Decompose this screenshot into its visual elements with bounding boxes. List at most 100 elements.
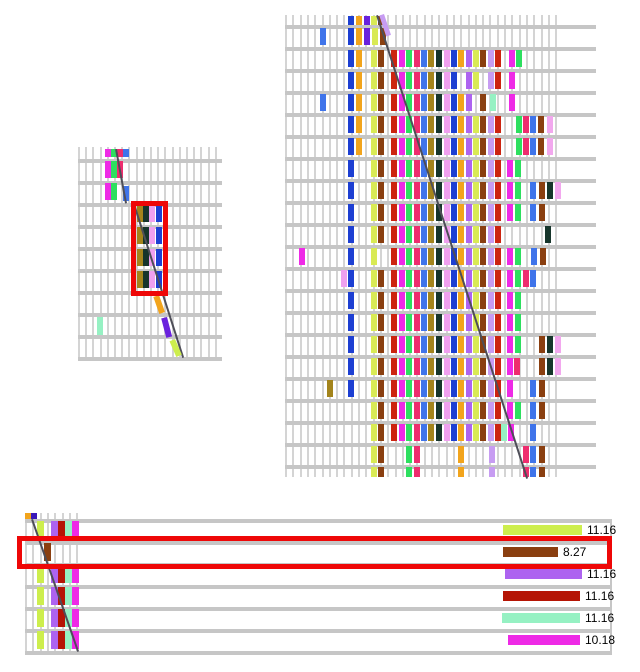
block-bar[interactable] (414, 402, 420, 419)
block-bar[interactable] (444, 204, 450, 221)
block-bar[interactable] (149, 227, 155, 244)
block-bar[interactable] (348, 16, 354, 25)
block-bar[interactable] (516, 50, 522, 67)
block-bar[interactable] (495, 358, 501, 375)
block-bar[interactable] (436, 226, 442, 243)
block-bar[interactable] (72, 587, 79, 605)
block-bar[interactable] (378, 358, 384, 375)
block-bar[interactable] (348, 226, 354, 243)
block-bar[interactable] (391, 402, 397, 419)
block-bar[interactable] (149, 205, 155, 222)
block-bar[interactable] (399, 314, 405, 331)
block-bar[interactable] (488, 248, 494, 265)
block-bar[interactable] (406, 248, 412, 265)
block-bar[interactable] (406, 380, 412, 397)
block-bar[interactable] (480, 358, 486, 375)
block-bar[interactable] (391, 138, 397, 155)
block-bar[interactable] (421, 226, 427, 243)
block-bar[interactable] (421, 380, 427, 397)
block-bar[interactable] (137, 249, 143, 266)
block-bar[interactable] (51, 631, 58, 649)
block-bar[interactable] (371, 446, 377, 463)
block-bar[interactable] (509, 94, 515, 111)
block-bar[interactable] (514, 358, 520, 375)
block-bar[interactable] (547, 182, 553, 199)
block-bar[interactable] (428, 226, 434, 243)
block-bar[interactable] (371, 248, 377, 265)
block-bar[interactable] (37, 565, 44, 583)
block-bar[interactable] (436, 292, 442, 309)
block-bar[interactable] (421, 336, 427, 353)
block-bar[interactable] (458, 380, 464, 397)
block-bar[interactable] (507, 314, 513, 331)
block-bar[interactable] (428, 204, 434, 221)
block-bar[interactable] (399, 226, 405, 243)
block-bar[interactable] (507, 358, 513, 375)
block-bar[interactable] (495, 160, 501, 177)
block-bar[interactable] (466, 314, 472, 331)
block-bar[interactable] (399, 270, 405, 287)
block-bar[interactable] (488, 380, 494, 397)
block-bar[interactable] (399, 94, 405, 111)
block-bar[interactable] (51, 565, 58, 583)
block-bar[interactable] (378, 116, 384, 133)
block-bar[interactable] (458, 467, 464, 477)
block-bar[interactable] (480, 94, 486, 111)
block-bar[interactable] (406, 182, 412, 199)
block-bar[interactable] (507, 204, 513, 221)
block-bar[interactable] (480, 182, 486, 199)
block-bar[interactable] (58, 521, 65, 539)
block-bar[interactable] (428, 424, 434, 441)
block-bar[interactable] (480, 424, 486, 441)
block-bar[interactable] (391, 336, 397, 353)
block-bar[interactable] (391, 380, 397, 397)
block-bar[interactable] (480, 160, 486, 177)
block-bar[interactable] (444, 182, 450, 199)
block-bar[interactable] (458, 358, 464, 375)
block-bar[interactable] (391, 50, 397, 67)
block-bar[interactable] (391, 358, 397, 375)
block-bar[interactable] (399, 138, 405, 155)
block-bar[interactable] (399, 424, 405, 441)
block-bar[interactable] (466, 72, 472, 89)
block-bar[interactable] (378, 182, 384, 199)
block-bar[interactable] (105, 149, 111, 157)
block-bar[interactable] (348, 248, 354, 265)
block-bar[interactable] (507, 380, 513, 397)
block-bar[interactable] (51, 587, 58, 605)
block-bar[interactable] (37, 521, 44, 539)
block-bar[interactable] (555, 182, 561, 199)
block-bar[interactable] (378, 424, 384, 441)
legend-row[interactable]: 11.16 (502, 566, 640, 584)
block-bar[interactable] (421, 160, 427, 177)
block-bar[interactable] (466, 270, 472, 287)
block-bar[interactable] (348, 138, 354, 155)
block-bar[interactable] (466, 94, 472, 111)
block-bar[interactable] (458, 116, 464, 133)
block-bar[interactable] (105, 161, 111, 178)
block-bar[interactable] (530, 380, 536, 397)
block-bar[interactable] (444, 50, 450, 67)
block-bar[interactable] (421, 248, 427, 265)
block-bar[interactable] (348, 116, 354, 133)
block-bar[interactable] (378, 50, 384, 67)
block-bar[interactable] (299, 248, 305, 265)
block-bar[interactable] (473, 72, 479, 89)
block-bar[interactable] (406, 402, 412, 419)
block-bar[interactable] (137, 271, 143, 288)
block-bar[interactable] (378, 402, 384, 419)
block-bar[interactable] (515, 248, 521, 265)
block-bar[interactable] (391, 94, 397, 111)
block-bar[interactable] (480, 138, 486, 155)
block-bar[interactable] (436, 402, 442, 419)
block-bar[interactable] (58, 587, 65, 605)
block-bar[interactable] (539, 204, 545, 221)
block-bar[interactable] (507, 160, 513, 177)
block-bar[interactable] (480, 204, 486, 221)
block-bar[interactable] (378, 138, 384, 155)
block-bar[interactable] (436, 138, 442, 155)
block-bar[interactable] (436, 94, 442, 111)
block-bar[interactable] (399, 292, 405, 309)
block-bar[interactable] (451, 72, 457, 89)
block-bar[interactable] (458, 160, 464, 177)
